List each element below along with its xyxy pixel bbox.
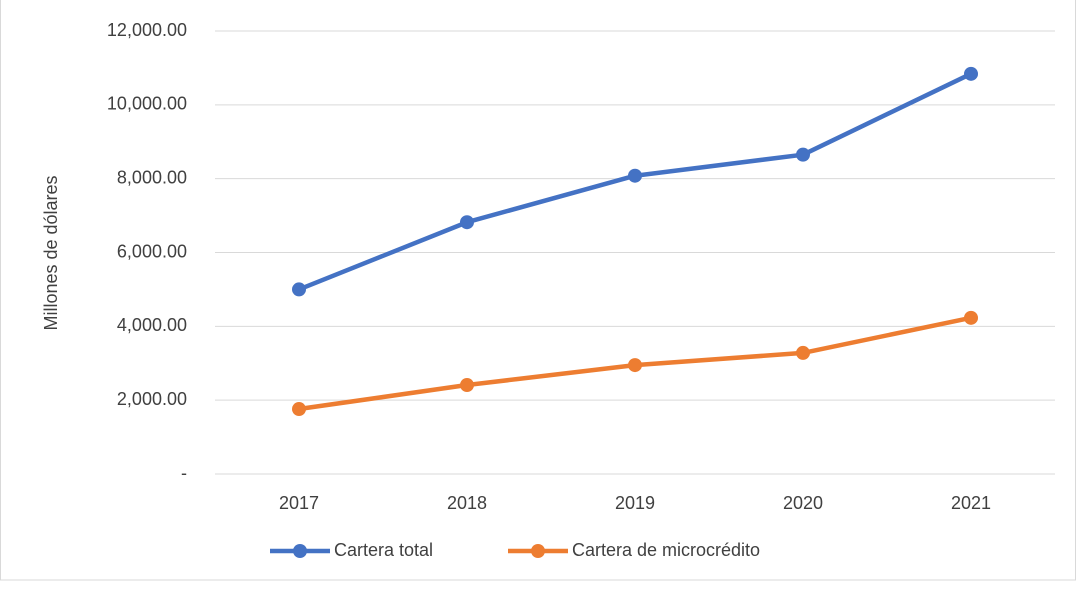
y-tick-label: 8,000.00 <box>117 167 187 187</box>
point <box>460 215 474 230</box>
point <box>460 378 474 393</box>
x-tick-label: 2021 <box>951 493 991 513</box>
point <box>796 345 810 360</box>
y-axis-title: Millones de dólares <box>41 175 61 330</box>
point <box>628 168 642 183</box>
y-tick-label: - <box>181 463 187 483</box>
y-tick-label: 6,000.00 <box>117 241 187 261</box>
y-tick-label: 12,000.00 <box>107 20 187 40</box>
x-tick-label: 2020 <box>783 493 823 513</box>
point <box>964 66 978 81</box>
y-tick-label: 2,000.00 <box>117 389 187 409</box>
legend-label: Cartera total <box>334 540 433 560</box>
legend-label: Cartera de microcrédito <box>572 540 760 560</box>
y-tick-label: 4,000.00 <box>117 315 187 335</box>
point <box>964 310 978 325</box>
point <box>292 402 306 417</box>
point <box>796 147 810 162</box>
point <box>292 282 306 297</box>
legend-marker <box>293 544 307 558</box>
point <box>628 358 642 373</box>
x-tick-label: 2019 <box>615 493 655 513</box>
legend-marker <box>531 544 545 558</box>
x-tick-label: 2017 <box>279 493 319 513</box>
x-tick-label: 2018 <box>447 493 487 513</box>
y-tick-label: 10,000.00 <box>107 94 187 114</box>
